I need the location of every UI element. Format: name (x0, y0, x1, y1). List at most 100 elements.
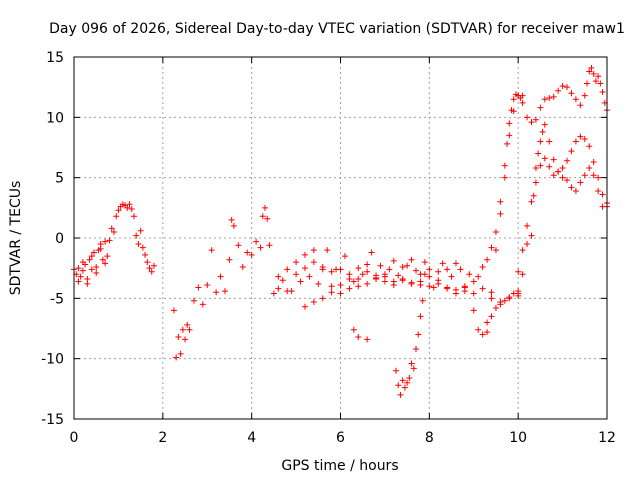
data-point (444, 266, 451, 273)
data-point (266, 242, 273, 249)
data-point (190, 297, 197, 304)
data-point (395, 272, 402, 279)
data-point (519, 271, 526, 278)
data-point (581, 136, 588, 143)
data-point (355, 333, 362, 340)
data-point (517, 95, 524, 102)
data-point (530, 192, 537, 199)
data-point (537, 104, 544, 111)
data-point (515, 268, 522, 275)
data-point (492, 247, 499, 254)
data-point (355, 265, 362, 272)
data-point (492, 228, 499, 235)
data-point (572, 187, 579, 194)
data-point (421, 271, 428, 278)
data-point (306, 273, 313, 280)
data-point (310, 298, 317, 305)
data-point (381, 273, 388, 280)
y-tick-label: 5 (55, 171, 64, 187)
data-point (430, 284, 437, 291)
data-point (546, 138, 553, 145)
data-point (404, 379, 411, 386)
data-point (390, 257, 397, 264)
data-point (457, 266, 464, 273)
data-point (426, 273, 433, 280)
data-point (528, 232, 535, 239)
data-point (413, 346, 420, 353)
data-point (364, 336, 371, 343)
x-tick-label: 6 (336, 430, 345, 446)
data-point (510, 290, 517, 297)
data-point (408, 256, 415, 263)
x-tick-label: 2 (158, 430, 167, 446)
data-point (84, 280, 91, 287)
data-point (488, 313, 495, 320)
y-tick-label: -15 (41, 412, 64, 428)
y-tick-label: 15 (46, 50, 64, 66)
data-point (261, 204, 268, 211)
data-point (470, 290, 477, 297)
data-point (377, 262, 384, 269)
data-point (568, 90, 575, 97)
data-point (475, 273, 482, 280)
data-point (497, 198, 504, 205)
data-point (506, 295, 513, 302)
data-point (581, 172, 588, 179)
data-point (419, 297, 426, 304)
data-point (373, 276, 380, 283)
y-tick-label: -5 (50, 291, 64, 307)
data-point (337, 282, 344, 289)
data-point (484, 329, 491, 336)
data-point (444, 285, 451, 292)
data-marks (71, 64, 610, 398)
data-point (532, 116, 539, 123)
data-point (541, 96, 548, 103)
data-point (102, 238, 109, 245)
data-point (435, 268, 442, 275)
data-point (506, 132, 513, 139)
data-point (510, 96, 517, 103)
data-point (310, 247, 317, 254)
data-point (597, 80, 604, 87)
data-point (532, 179, 539, 186)
data-point (86, 256, 93, 263)
data-point (279, 277, 286, 284)
data-point (226, 256, 233, 263)
data-point (479, 285, 486, 292)
data-point (599, 191, 606, 198)
x-axis-label: GPS time / hours (281, 458, 398, 474)
data-point (390, 278, 397, 285)
data-point (144, 259, 151, 266)
data-point (537, 138, 544, 145)
data-point (488, 289, 495, 296)
grid-layer (74, 57, 607, 419)
data-point (564, 84, 571, 91)
data-point (537, 162, 544, 169)
y-tick-label: 10 (46, 110, 64, 126)
data-point (590, 70, 597, 77)
data-point (524, 114, 531, 121)
data-point (368, 249, 375, 256)
data-point (564, 157, 571, 164)
data-point (508, 107, 515, 114)
data-point (208, 247, 215, 254)
data-point (275, 285, 282, 292)
data-point (301, 303, 308, 310)
data-point (108, 225, 115, 232)
data-point (555, 87, 562, 94)
data-point (301, 251, 308, 258)
data-point (426, 266, 433, 273)
data-point (401, 384, 408, 391)
data-point (293, 271, 300, 278)
data-point (104, 253, 111, 260)
data-point (79, 259, 86, 266)
data-point (301, 265, 308, 272)
data-point (88, 266, 95, 273)
data-point (426, 283, 433, 290)
data-point (417, 282, 424, 289)
data-point (270, 290, 277, 297)
data-point (595, 73, 602, 80)
data-point (506, 120, 513, 127)
